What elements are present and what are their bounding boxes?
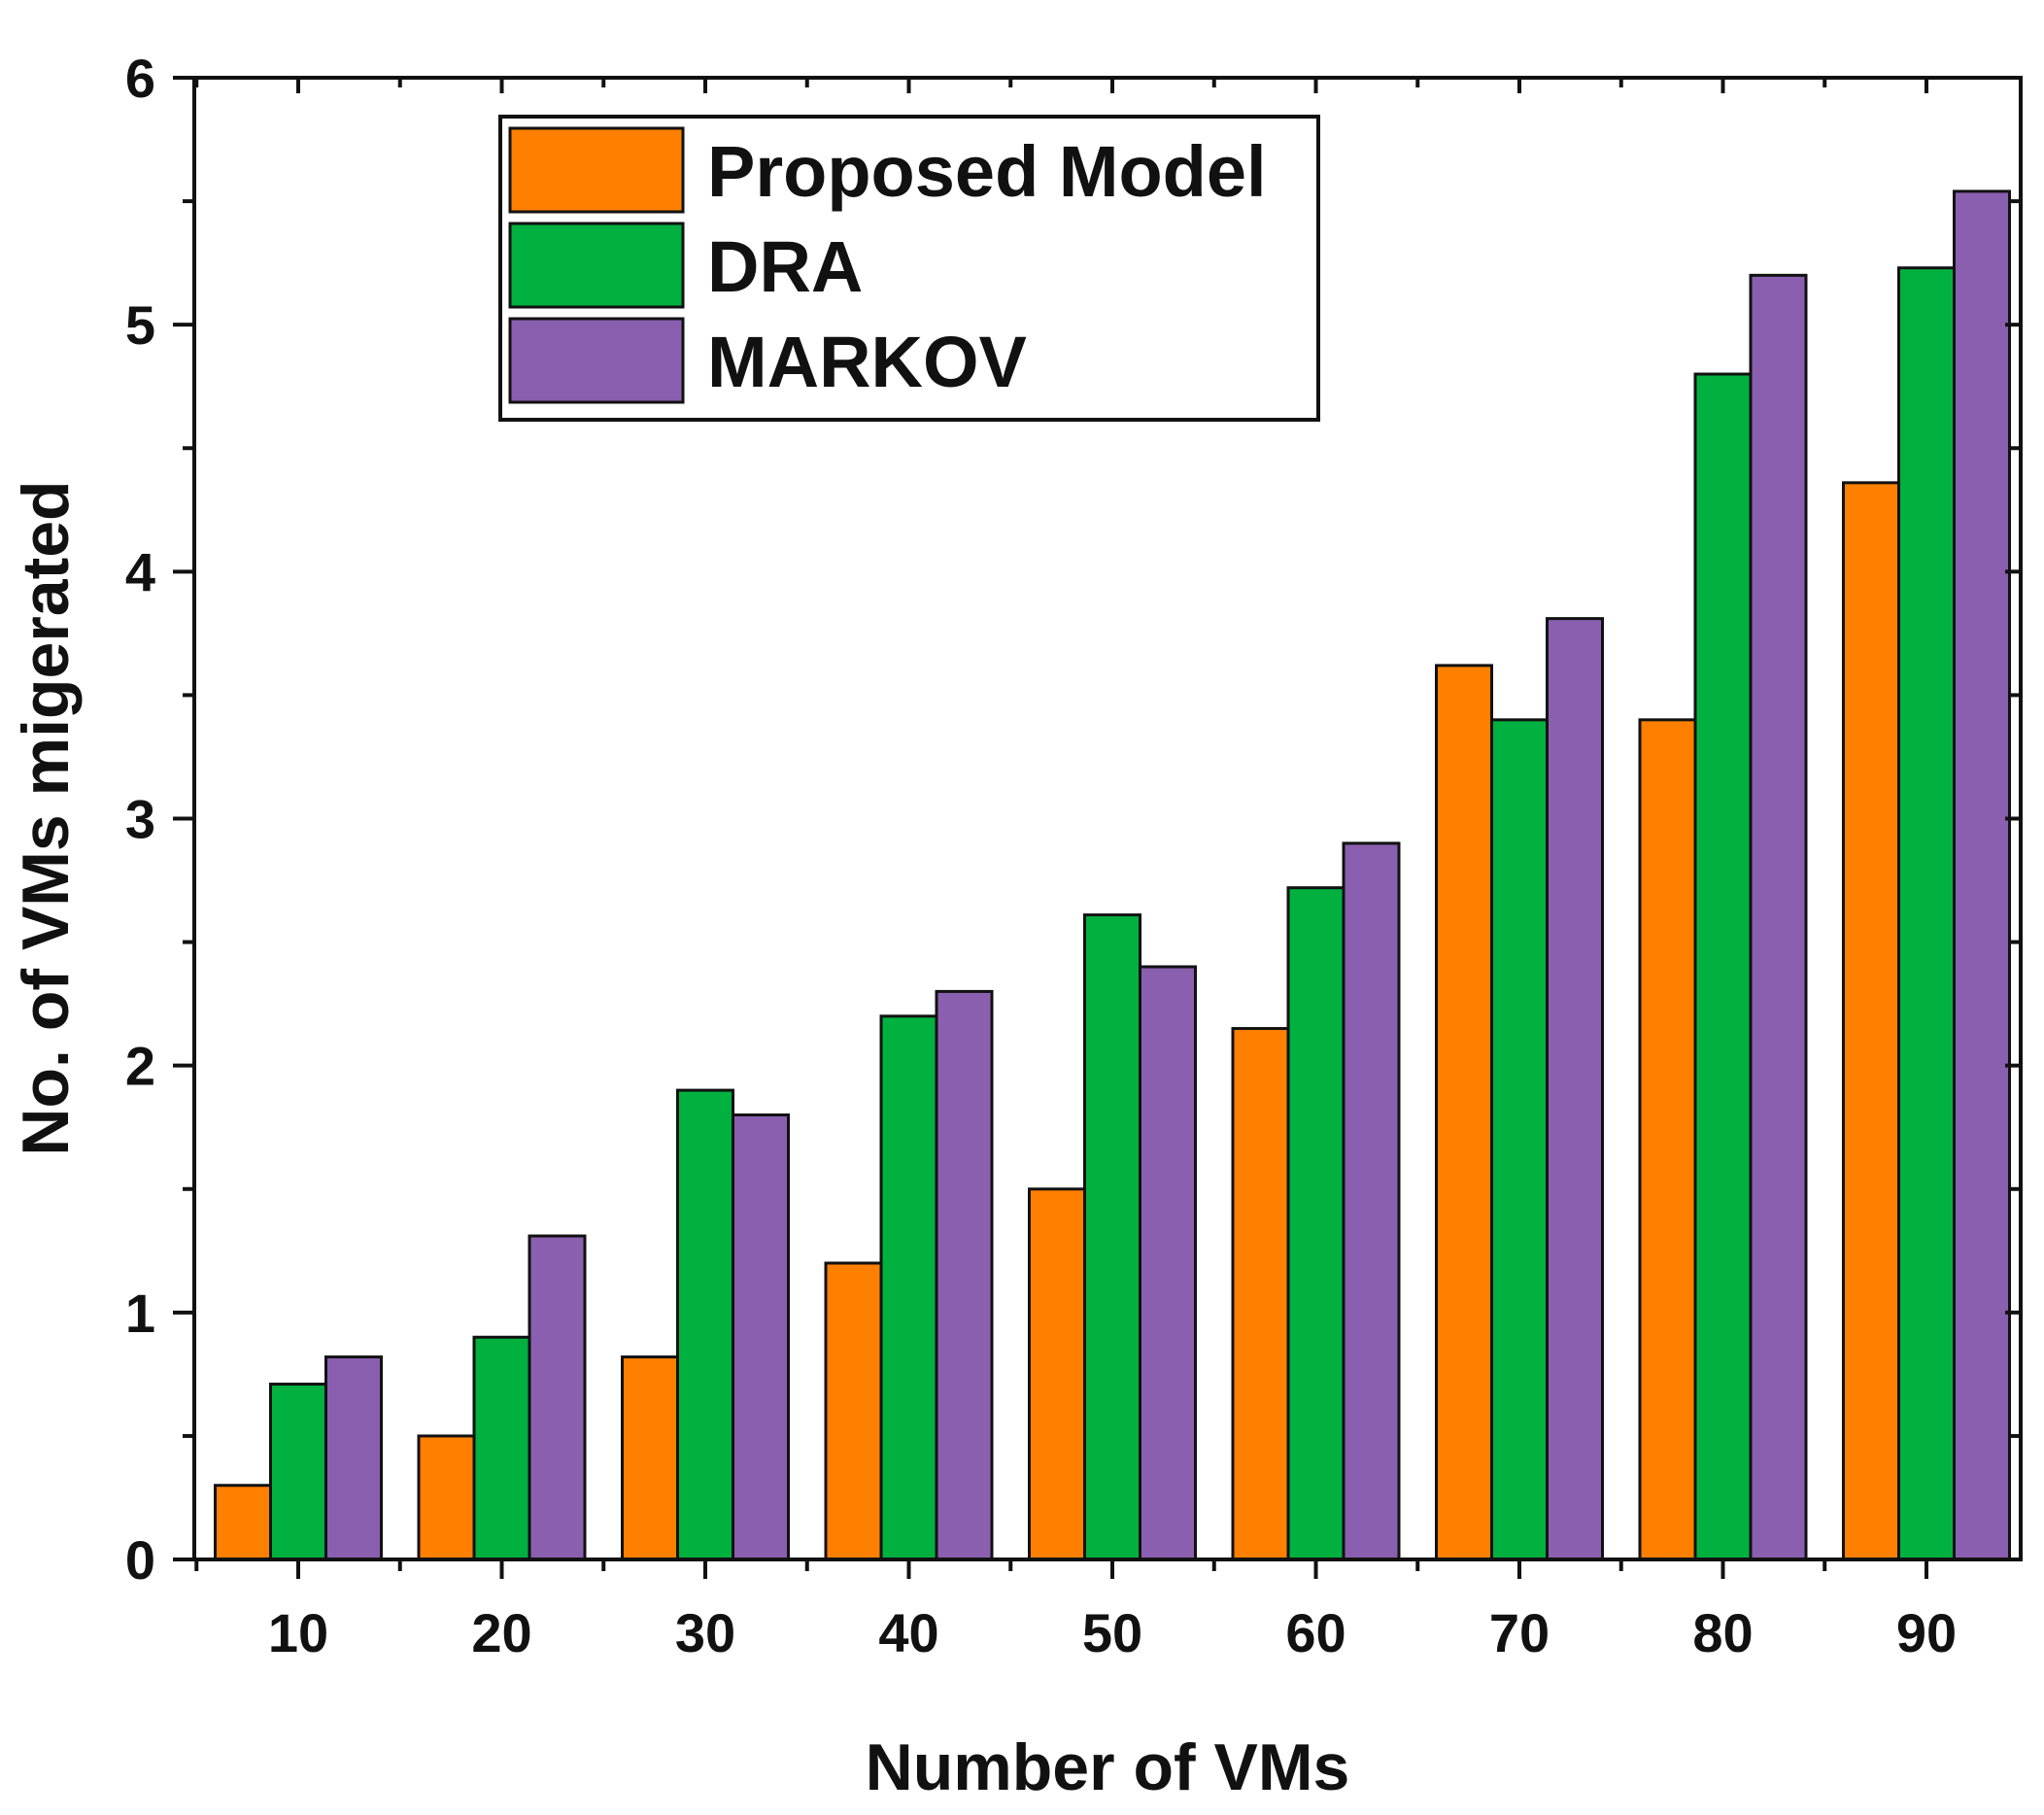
bar-proposed-model-70 <box>1435 664 1493 1561</box>
bar-proposed-model-90 <box>1842 481 1900 1561</box>
x-tick-label: 80 <box>1692 1602 1753 1663</box>
bars-layer <box>214 189 2011 1561</box>
bar-markov-60 <box>1342 841 1401 1561</box>
x-axis-title: Number of VMs <box>866 1730 1350 1804</box>
legend-label-dra: DRA <box>707 226 863 307</box>
x-tick-label: 30 <box>675 1602 735 1663</box>
bar-dra-40 <box>879 1014 938 1561</box>
bar-dra-10 <box>269 1383 327 1561</box>
y-axis-title: No. of VMs migerated <box>9 480 83 1155</box>
bar-proposed-model-50 <box>1028 1187 1086 1561</box>
x-tick-label: 20 <box>471 1602 531 1663</box>
bar-markov-50 <box>1139 965 1197 1561</box>
x-tick-label: 50 <box>1082 1602 1142 1663</box>
legend-label-proposed-model: Proposed Model <box>707 131 1267 212</box>
ticks-layer: 0 1 2 3 4 5 6 10 20 30 40 50 60 70 80 90 <box>125 48 2021 1663</box>
bar-markov-10 <box>324 1355 383 1561</box>
bar-markov-70 <box>1546 617 1604 1561</box>
bar-dra-60 <box>1286 886 1346 1561</box>
x-tick-label: 60 <box>1285 1602 1346 1663</box>
bar-markov-90 <box>1953 189 2011 1561</box>
bar-dra-20 <box>472 1335 531 1561</box>
legend-swatch-proposed-model <box>508 126 685 214</box>
bar-markov-20 <box>528 1234 587 1561</box>
y-tick-label: 5 <box>125 294 155 356</box>
x-tick-label: 40 <box>878 1602 938 1663</box>
y-tick-label: 3 <box>125 789 155 850</box>
bar-proposed-model-60 <box>1231 1027 1290 1561</box>
bar-dra-30 <box>676 1088 734 1561</box>
legend: Proposed Model DRA MARKOV <box>498 115 1320 422</box>
bar-proposed-model-80 <box>1638 718 1697 1561</box>
x-tick-label: 90 <box>1896 1602 1957 1663</box>
bar-dra-70 <box>1490 718 1549 1561</box>
bar-dra-50 <box>1083 913 1141 1561</box>
bar-proposed-model-10 <box>214 1484 272 1561</box>
bar-markov-40 <box>935 989 994 1561</box>
x-tick-label: 10 <box>268 1602 328 1663</box>
x-tick-label: 70 <box>1489 1602 1550 1663</box>
bar-markov-80 <box>1749 273 1808 1561</box>
y-tick-label: 2 <box>125 1036 155 1097</box>
legend-swatch-dra <box>508 222 685 309</box>
bar-markov-30 <box>732 1113 790 1561</box>
bar-dra-90 <box>1897 266 1956 1561</box>
bar-proposed-model-20 <box>417 1434 476 1561</box>
y-tick-label: 4 <box>125 541 155 602</box>
y-tick-label: 0 <box>125 1529 155 1591</box>
bar-proposed-model-30 <box>621 1355 679 1561</box>
y-tick-label: 1 <box>125 1283 155 1344</box>
legend-label-markov: MARKOV <box>707 322 1027 402</box>
bar-proposed-model-40 <box>824 1261 883 1561</box>
y-tick-label: 6 <box>125 48 155 109</box>
bar-dra-80 <box>1693 372 1753 1561</box>
legend-swatch-markov <box>508 317 685 404</box>
